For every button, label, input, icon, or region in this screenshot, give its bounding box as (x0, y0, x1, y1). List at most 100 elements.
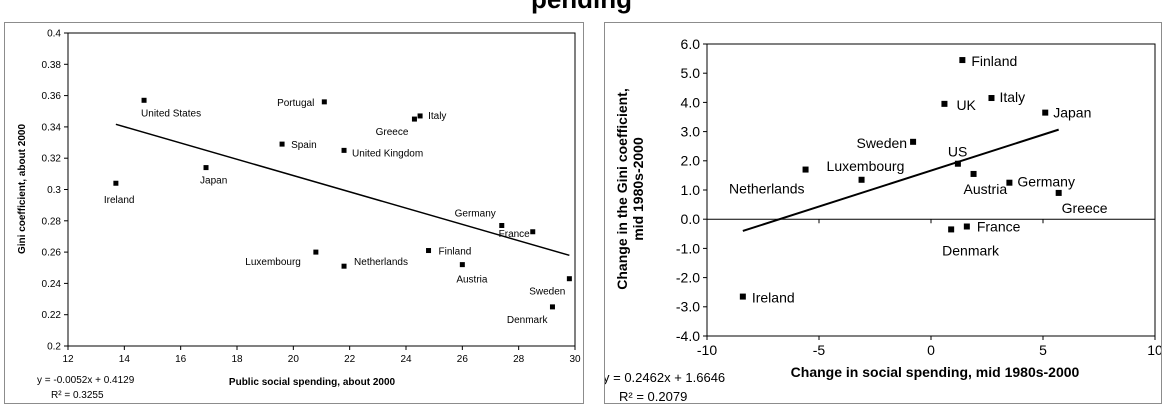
r-squared: R² = 0.3255 (51, 390, 104, 401)
y-tick-label: 0.0 (681, 211, 701, 227)
x-tick-label: 30 (569, 354, 581, 365)
point-label: United Kingdom (352, 148, 423, 159)
data-point (566, 276, 572, 282)
y-tick-label: 0.22 (42, 310, 62, 321)
data-point (948, 226, 955, 233)
trendline-equation: y = -0.0052x + 0.4129 (37, 375, 135, 386)
data-point (417, 113, 423, 119)
data-point (959, 57, 966, 64)
r-squared: R² = 0.2079 (619, 389, 687, 403)
x-tick-label: 24 (400, 354, 412, 365)
point-label: Japan (200, 176, 227, 187)
point-label: Ireland (104, 195, 135, 206)
data-point (499, 222, 505, 228)
point-label: Denmark (942, 242, 1000, 258)
x-tick-label: 10 (1147, 342, 1161, 358)
point-label: Finland (971, 53, 1017, 69)
y-tick-label: -1.0 (676, 240, 700, 256)
x-tick-label: 12 (62, 354, 74, 365)
point-label: UK (956, 97, 976, 113)
y-tick-label: 4.0 (681, 94, 701, 110)
point-label: Italy (428, 111, 446, 122)
data-point (1055, 189, 1062, 196)
point-label: Ireland (752, 290, 795, 306)
point-label: Greece (376, 127, 409, 138)
right-chart-panel: -4.0 -3.0 -2.0 -1.0 0.0 1.0 2.0 3.0 4.0 5.0 6.0 -10… (604, 22, 1162, 404)
data-point (141, 97, 147, 103)
y-tick-label: -2.0 (676, 270, 700, 286)
y-tick-label: 6.0 (681, 36, 701, 52)
data-point (910, 138, 917, 145)
x-tick-label: 20 (288, 354, 300, 365)
data-point (963, 223, 970, 230)
y-tick-label: -4.0 (676, 328, 700, 344)
y-tick-label: 5.0 (681, 65, 701, 81)
point-label: France (499, 229, 531, 240)
y-axis-title: Change in the Gini coefficient,mid 1980s… (614, 88, 646, 289)
point-label: France (977, 219, 1021, 235)
data-point (313, 249, 319, 255)
data-point (459, 262, 465, 268)
data-point (858, 176, 865, 183)
y-tick-label: 2.0 (681, 153, 701, 169)
x-tick-label: -5 (813, 342, 826, 358)
trendline (742, 128, 1059, 232)
x-tick-label: 14 (119, 354, 131, 365)
y-tick-label: 1.0 (681, 182, 701, 198)
x-tick-label: 18 (231, 354, 243, 365)
data-point (802, 166, 809, 173)
point-label: Austria (456, 275, 488, 286)
partial-title: pending (0, 0, 1163, 15)
data-point (549, 304, 555, 310)
trendline-equation: y = 0.2462x + 1.6646 (605, 370, 725, 385)
data-point (1006, 179, 1013, 186)
point-label: Germany (455, 208, 496, 219)
y-axis-title-line: Change in the Gini coefficient, (614, 88, 630, 289)
data-point (279, 141, 285, 147)
y-tick-label: -3.0 (676, 299, 700, 315)
data-point (426, 248, 432, 254)
data-point (941, 100, 948, 107)
data-point (321, 99, 327, 105)
point-label: Denmark (507, 315, 549, 326)
data-point (739, 293, 746, 300)
left-chart-panel: 0.2 0.22 0.24 0.26 0.28 0.3 0.32 0.34 0.36 0.38 0.… (4, 22, 584, 404)
y-tick-label: 0.2 (47, 342, 61, 353)
data-point (341, 147, 347, 153)
x-tick-label: 5 (1039, 342, 1047, 358)
point-label: Finland (439, 247, 472, 258)
y-tick-label: 0.24 (42, 279, 62, 290)
y-axis-title-line: mid 1980s-2000 (630, 137, 646, 241)
point-label: Austria (964, 181, 1008, 197)
point-label: United States (141, 108, 201, 119)
y-tick-label: 0.38 (42, 60, 62, 71)
x-axis-title: Change in social spending, mid 1980s-200… (791, 364, 1080, 380)
point-label: Netherlands (354, 257, 408, 268)
data-point (970, 170, 977, 177)
point-label: Japan (1053, 105, 1091, 121)
point-label: Spain (291, 140, 317, 151)
point-label: Portugal (277, 98, 314, 109)
trendline (115, 123, 570, 257)
x-tick-label: 28 (513, 354, 525, 365)
point-label: Luxembourg (245, 257, 301, 268)
data-point (530, 229, 536, 235)
y-tick-label: 3.0 (681, 124, 701, 140)
y-tick-label: 0.32 (42, 154, 62, 165)
data-point (113, 180, 119, 186)
x-tick-label: 0 (927, 342, 935, 358)
x-tick-label: -10 (697, 342, 717, 358)
left-scatter-chart: 0.2 0.22 0.24 0.26 0.28 0.3 0.32 0.34 0.36 0.38 0.… (17, 29, 581, 402)
data-point (411, 116, 417, 122)
y-tick-label: 0.4 (47, 29, 61, 40)
point-label: Germany (1017, 174, 1075, 190)
point-label: Sweden (856, 135, 907, 151)
x-tick-label: 16 (175, 354, 187, 365)
point-label: Luxembourg (827, 158, 905, 174)
point-label: Greece (1062, 200, 1108, 216)
y-tick-label: 0.34 (42, 122, 62, 133)
y-tick-label: 0.26 (42, 248, 62, 259)
y-tick-label: 0.3 (47, 185, 61, 196)
data-point (341, 263, 347, 269)
x-axis-title: Public social spending, about 2000 (229, 377, 396, 388)
